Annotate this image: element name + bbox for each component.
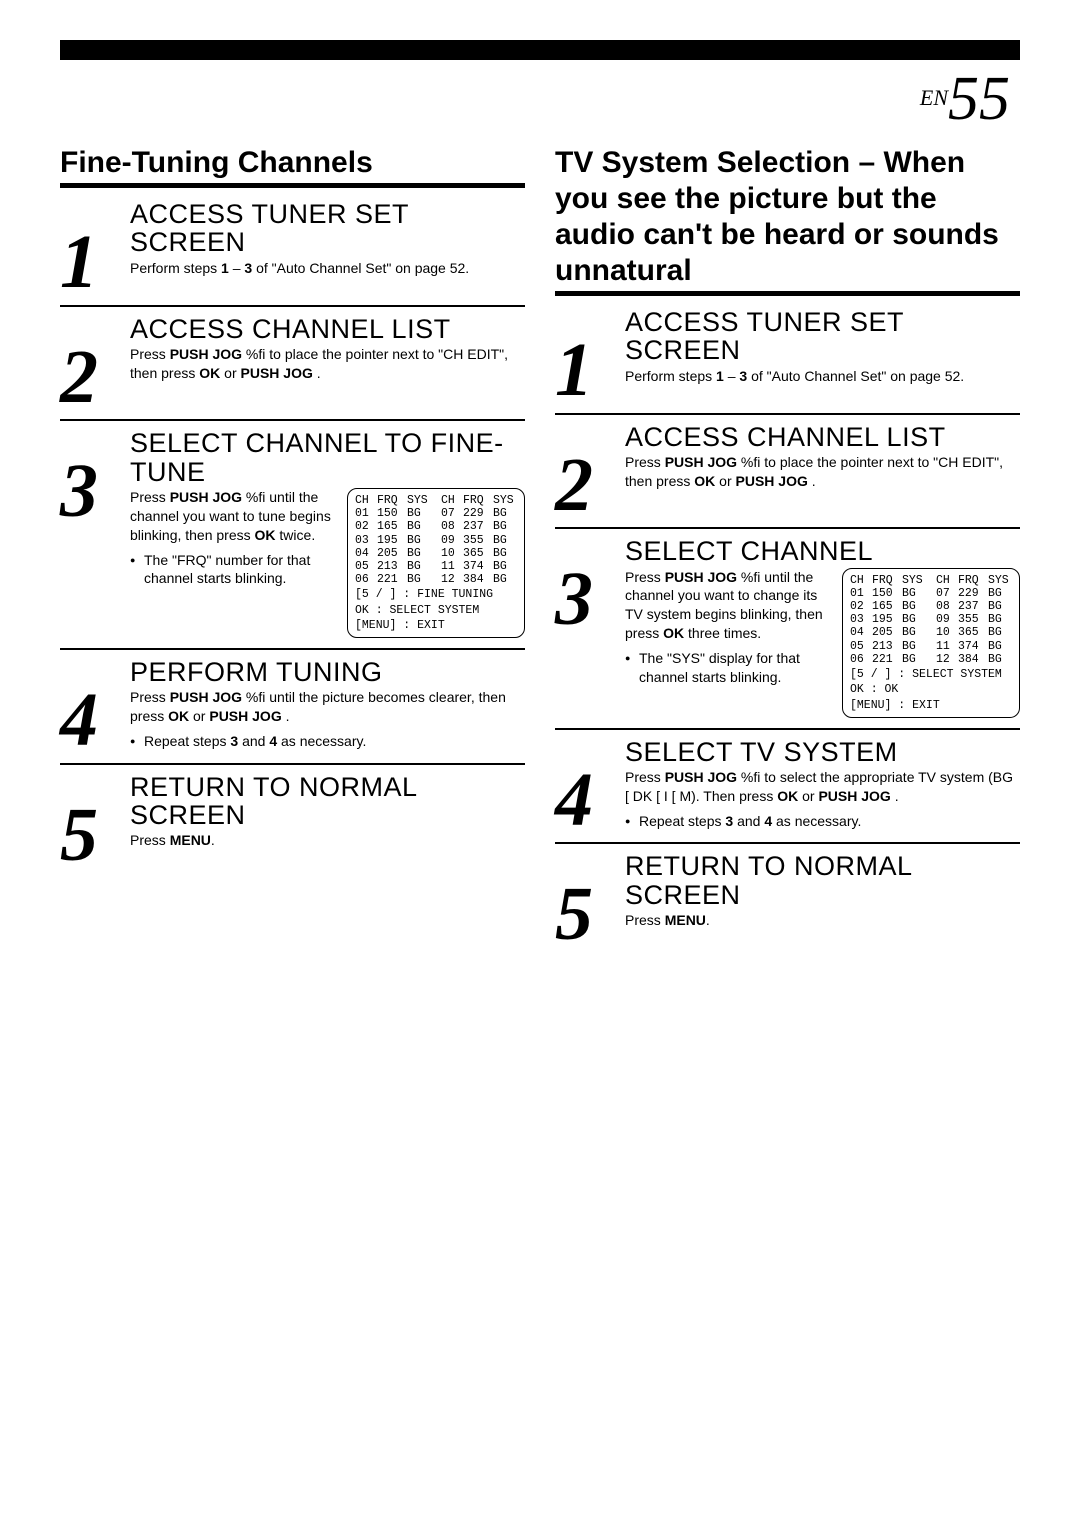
step-text: Press MENU. bbox=[625, 911, 1020, 930]
step: 5RETURN TO NORMAL SCREEN Press MENU. bbox=[555, 852, 1020, 947]
step-text: Press PUSH JOG %fi to place the pointer … bbox=[625, 453, 1020, 491]
osd-box: CHFRQSYS01150BG02165BG03195BG04205BG0521… bbox=[347, 488, 525, 638]
osd-footer-line: [MENU] : EXIT bbox=[355, 619, 517, 632]
osd-row: 05213BG bbox=[850, 640, 926, 653]
step-note: The "FRQ" number for that channel starts… bbox=[130, 551, 337, 589]
step-note: Repeat steps 3 and 4 as necessary. bbox=[130, 732, 525, 751]
step-text: Press PUSH JOG %fi to place the pointer … bbox=[130, 345, 525, 383]
step-heading: SELECT CHANNEL TO FINE-TUNE bbox=[130, 429, 525, 486]
step-divider bbox=[60, 419, 525, 421]
step: 4SELECT TV SYSTEMPress PUSH JOG %fi to s… bbox=[555, 738, 1020, 833]
step-heading: ACCESS TUNER SET SCREEN bbox=[130, 200, 525, 257]
step: 2ACCESS CHANNEL LISTPress PUSH JOG %fi t… bbox=[60, 315, 525, 410]
osd-row: 02165BG bbox=[355, 520, 431, 533]
step-heading: RETURN TO NORMAL SCREEN bbox=[625, 852, 1020, 909]
osd-row: 08237BG bbox=[441, 520, 517, 533]
step: 1ACCESS TUNER SET SCREEN Perform steps 1 … bbox=[60, 200, 525, 295]
step: 1ACCESS TUNER SET SCREEN Perform steps 1 … bbox=[555, 308, 1020, 403]
step-note: The "SYS" display for that channel start… bbox=[625, 649, 832, 687]
left-title: Fine-Tuning Channels bbox=[60, 145, 525, 188]
step: 3SELECT CHANNEL Press PUSH JOG %fi until … bbox=[555, 537, 1020, 718]
step-heading: PERFORM TUNING bbox=[130, 658, 525, 686]
page-number-prefix: EN bbox=[920, 85, 948, 110]
osd-footer-line: [5 / ] : FINE TUNING bbox=[355, 588, 517, 601]
step-divider bbox=[60, 305, 525, 307]
osd-footer-line: [MENU] : EXIT bbox=[850, 699, 1012, 712]
step-number: 3 bbox=[60, 429, 130, 524]
osd-row: 12384BG bbox=[936, 653, 1012, 666]
step-text: Press PUSH JOG %fi until the channel you… bbox=[130, 488, 337, 545]
step-divider bbox=[555, 413, 1020, 415]
step-divider bbox=[555, 527, 1020, 529]
osd-row: 09355BG bbox=[441, 534, 517, 547]
step-text: Perform steps 1 – 3 of "Auto Channel Set… bbox=[625, 367, 1020, 386]
step-number: 3 bbox=[555, 537, 625, 632]
step-number: 5 bbox=[60, 773, 130, 868]
osd-footer-line: [5 / ] : SELECT SYSTEM bbox=[850, 668, 1012, 681]
osd-row: 10365BG bbox=[936, 626, 1012, 639]
page-number-value: 55 bbox=[948, 65, 1010, 133]
osd-row: 08237BG bbox=[936, 600, 1012, 613]
osd-row: 10365BG bbox=[441, 547, 517, 560]
osd-row: 11374BG bbox=[936, 640, 1012, 653]
osd-row: 06221BG bbox=[355, 573, 431, 586]
step-heading: SELECT TV SYSTEM bbox=[625, 738, 1020, 766]
columns: Fine-Tuning Channels 1ACCESS TUNER SET S… bbox=[60, 145, 1020, 957]
osd-row: 04205BG bbox=[355, 547, 431, 560]
step-number: 2 bbox=[555, 423, 625, 518]
step-heading: RETURN TO NORMAL SCREEN bbox=[130, 773, 525, 830]
osd-footer-line: OK : OK bbox=[850, 683, 1012, 696]
step-number: 4 bbox=[60, 658, 130, 753]
step-heading: SELECT CHANNEL bbox=[625, 537, 1020, 565]
step-number: 1 bbox=[60, 200, 130, 295]
step-text: Press PUSH JOG %fi to select the appropr… bbox=[625, 768, 1020, 806]
step-divider bbox=[60, 648, 525, 650]
step-number: 1 bbox=[555, 308, 625, 403]
osd-row: 07229BG bbox=[936, 587, 1012, 600]
step: 5RETURN TO NORMAL SCREENPress MENU. bbox=[60, 773, 525, 868]
osd-row: 05213BG bbox=[355, 560, 431, 573]
osd-row: 07229BG bbox=[441, 507, 517, 520]
step-number: 5 bbox=[555, 852, 625, 947]
step-divider bbox=[60, 763, 525, 765]
osd-row: 01150BG bbox=[355, 507, 431, 520]
top-bar bbox=[60, 40, 1020, 60]
step: 2ACCESS CHANNEL LISTPress PUSH JOG %fi t… bbox=[555, 423, 1020, 518]
step-text: Perform steps 1 – 3 of "Auto Channel Set… bbox=[130, 259, 525, 278]
osd-row: 02165BG bbox=[850, 600, 926, 613]
step-text: Press MENU. bbox=[130, 831, 525, 850]
step-number: 4 bbox=[555, 738, 625, 833]
page-number: EN55 bbox=[60, 64, 1020, 135]
right-column: TV System Selection – When you see the p… bbox=[555, 145, 1020, 957]
osd-row: 01150BG bbox=[850, 587, 926, 600]
step-note: Repeat steps 3 and 4 as necessary. bbox=[625, 812, 1020, 831]
osd-row: 12384BG bbox=[441, 573, 517, 586]
step-heading: ACCESS TUNER SET SCREEN bbox=[625, 308, 1020, 365]
step-heading: ACCESS CHANNEL LIST bbox=[625, 423, 1020, 451]
osd-row: 11374BG bbox=[441, 560, 517, 573]
osd-row: 04205BG bbox=[850, 626, 926, 639]
step: 4PERFORM TUNINGPress PUSH JOG %fi until … bbox=[60, 658, 525, 753]
osd-row: 06221BG bbox=[850, 653, 926, 666]
osd-row: 03195BG bbox=[850, 613, 926, 626]
osd-footer-line: OK : SELECT SYSTEM bbox=[355, 604, 517, 617]
step-text: Press PUSH JOG %fi until the picture bec… bbox=[130, 688, 525, 726]
left-column: Fine-Tuning Channels 1ACCESS TUNER SET S… bbox=[60, 145, 525, 957]
step-divider bbox=[555, 842, 1020, 844]
osd-row: 03195BG bbox=[355, 534, 431, 547]
osd-box: CHFRQSYS01150BG02165BG03195BG04205BG0521… bbox=[842, 568, 1020, 718]
step-number: 2 bbox=[60, 315, 130, 410]
osd-row: 09355BG bbox=[936, 613, 1012, 626]
step-divider bbox=[555, 728, 1020, 730]
step-text: Press PUSH JOG %fi until the channel you… bbox=[625, 568, 832, 644]
page: EN55 Fine-Tuning Channels 1ACCESS TUNER … bbox=[0, 0, 1080, 997]
step: 3SELECT CHANNEL TO FINE-TUNEPress PUSH J… bbox=[60, 429, 525, 638]
step-heading: ACCESS CHANNEL LIST bbox=[130, 315, 525, 343]
right-title: TV System Selection – When you see the p… bbox=[555, 145, 1020, 296]
